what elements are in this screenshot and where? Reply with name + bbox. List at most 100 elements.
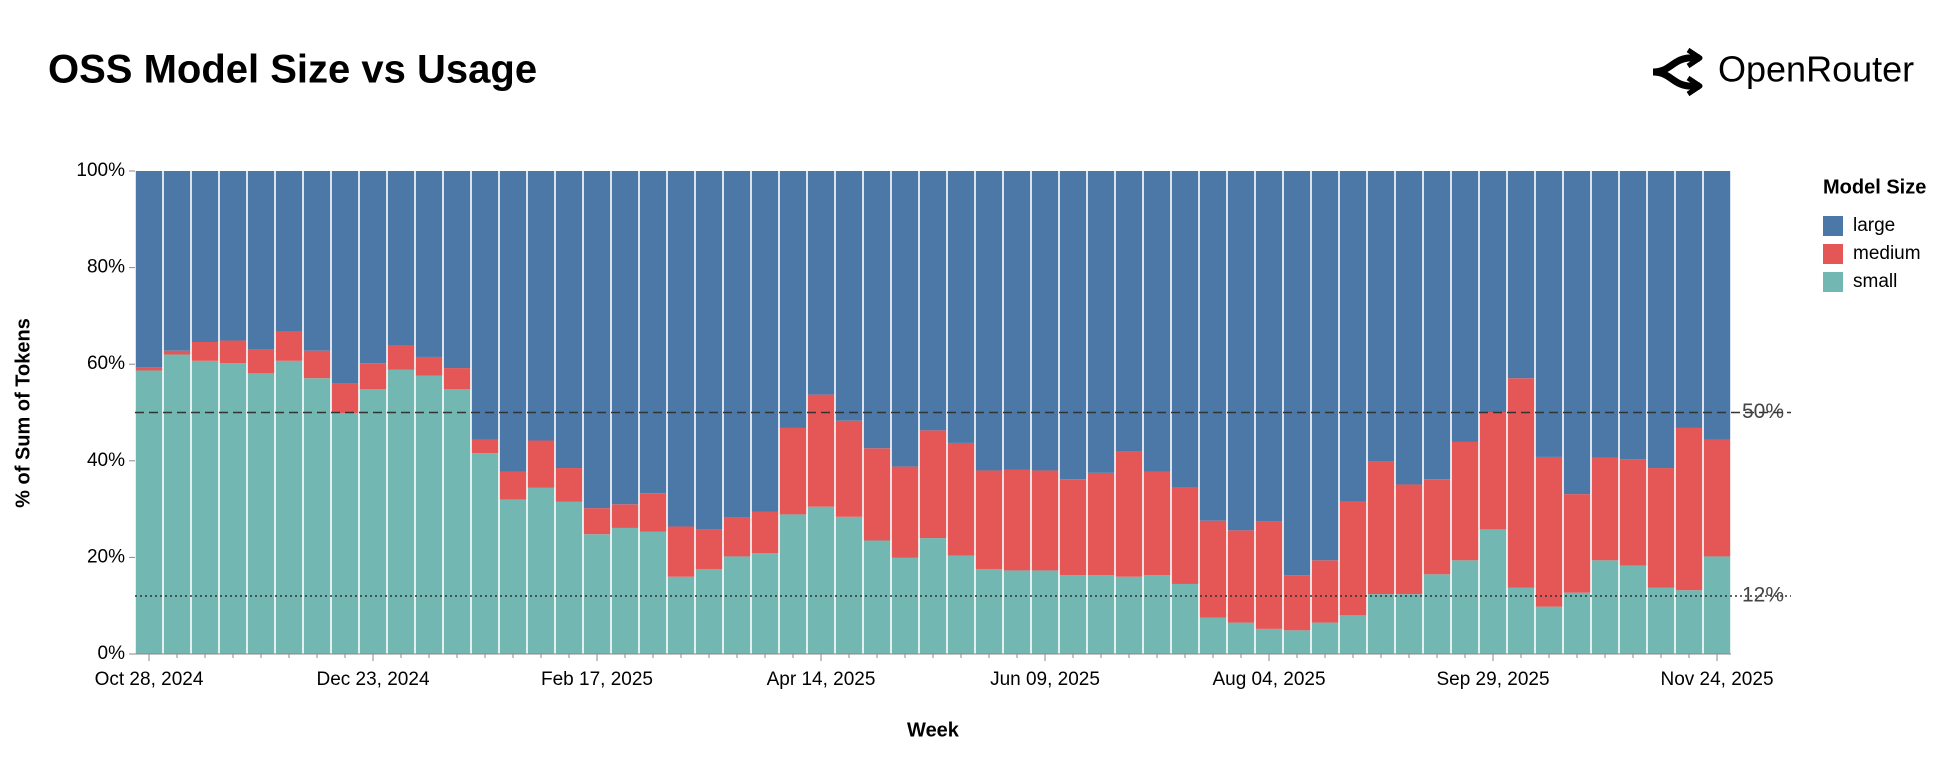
bar-segment — [471, 453, 499, 654]
bar-segment — [359, 389, 387, 654]
bar-segment — [1395, 484, 1423, 595]
bar-segment — [1059, 171, 1087, 480]
bar-segment — [1255, 521, 1283, 629]
bar-segment — [611, 527, 639, 654]
bar-segment — [1199, 171, 1227, 521]
legend-swatch — [1823, 216, 1843, 236]
bar-segment — [1115, 576, 1143, 654]
bar-segment — [1507, 587, 1535, 654]
bar-segment — [499, 471, 527, 500]
bar-segment — [191, 171, 219, 342]
bar-segment — [919, 538, 947, 654]
bar-segment — [1591, 457, 1619, 561]
bar-segment — [667, 171, 695, 527]
bar-segment — [1143, 575, 1171, 654]
bar-segment — [1367, 461, 1395, 595]
bar-segment — [863, 540, 891, 654]
bar-segment — [891, 171, 919, 467]
bar-segment — [247, 349, 275, 374]
bar-segment — [1115, 451, 1143, 577]
bar-segment — [387, 369, 415, 654]
bar-segment — [695, 529, 723, 569]
legend-title: Model Size — [1823, 176, 1926, 198]
bar-segment — [555, 468, 583, 502]
bar-segment — [639, 493, 667, 532]
legend-swatch — [1823, 272, 1843, 292]
bar-segment — [527, 440, 555, 488]
bar-segment — [835, 171, 863, 421]
bar-segment — [1563, 171, 1591, 495]
bar-segment — [555, 501, 583, 654]
bar-segment — [303, 171, 331, 351]
bar-segment — [1199, 617, 1227, 654]
bar-segment — [1451, 441, 1479, 561]
y-tick-label: 0% — [98, 643, 126, 664]
x-tick-label: Dec 23, 2024 — [316, 669, 429, 690]
bar-segment — [387, 345, 415, 370]
chart-title: OSS Model Size vs Usage — [48, 48, 537, 92]
bar-segment — [1171, 583, 1199, 654]
bar-segment — [1675, 171, 1703, 428]
bar-segment — [1423, 479, 1451, 575]
bar-segment — [667, 576, 695, 654]
bar-segment — [499, 499, 527, 654]
bar-segment — [1003, 171, 1031, 470]
bar-segment — [1255, 628, 1283, 654]
bar-segment — [947, 442, 975, 556]
bar-segment — [247, 171, 275, 350]
bar-segment — [1115, 171, 1143, 452]
bar-segment — [1087, 472, 1115, 576]
bar-segment — [1031, 470, 1059, 571]
bar-segment — [415, 356, 443, 376]
bar-segment — [1479, 529, 1507, 654]
bar-segment — [863, 171, 891, 449]
bar-segment — [1535, 171, 1563, 457]
legend-swatch — [1823, 244, 1843, 264]
bar-segment — [191, 360, 219, 654]
bar-segment — [1619, 459, 1647, 566]
bar-segment — [1703, 171, 1731, 440]
bar-segment — [1507, 378, 1535, 588]
bar-segment — [1563, 592, 1591, 654]
bar-segment — [1311, 171, 1339, 561]
bar-segment — [1339, 501, 1367, 616]
bar-segment — [723, 517, 751, 557]
bar-segment — [443, 389, 471, 654]
bar-segment — [1535, 606, 1563, 654]
bar-segment — [1507, 171, 1535, 379]
bar-segment — [639, 171, 667, 494]
bar-segment — [1227, 622, 1255, 654]
bar-segment — [1171, 487, 1199, 584]
bar-segment — [1283, 171, 1311, 576]
bar-segment — [1619, 171, 1647, 460]
bar-segment — [1311, 560, 1339, 623]
bar-segment — [135, 367, 163, 371]
bar-segment — [863, 448, 891, 541]
bar-segment — [527, 171, 555, 441]
bar-segment — [1003, 570, 1031, 654]
bar-segment — [219, 340, 247, 364]
x-tick-label: Oct 28, 2024 — [95, 669, 204, 690]
bar-segment — [751, 553, 779, 654]
bar-segment — [1647, 468, 1675, 588]
bar-segment — [1339, 171, 1367, 502]
bar-segment — [1143, 171, 1171, 472]
bar-segment — [387, 171, 415, 346]
bar-segment — [919, 171, 947, 431]
bar-segment — [583, 508, 611, 535]
bar-segment — [163, 350, 191, 355]
bar-segment — [667, 526, 695, 577]
y-tick-label: 80% — [87, 257, 125, 278]
bar-segment — [807, 171, 835, 395]
bar-segment — [555, 171, 583, 469]
brand-name: OpenRouter — [1718, 49, 1914, 90]
bar-segment — [359, 363, 387, 390]
bar-segment — [1647, 587, 1675, 654]
bar-segment — [1087, 171, 1115, 473]
bar-segment — [1395, 171, 1423, 485]
bar-segment — [275, 331, 303, 361]
bar-segment — [779, 171, 807, 428]
y-tick-label: 100% — [76, 160, 125, 181]
reference-label: 50% — [1742, 400, 1784, 423]
